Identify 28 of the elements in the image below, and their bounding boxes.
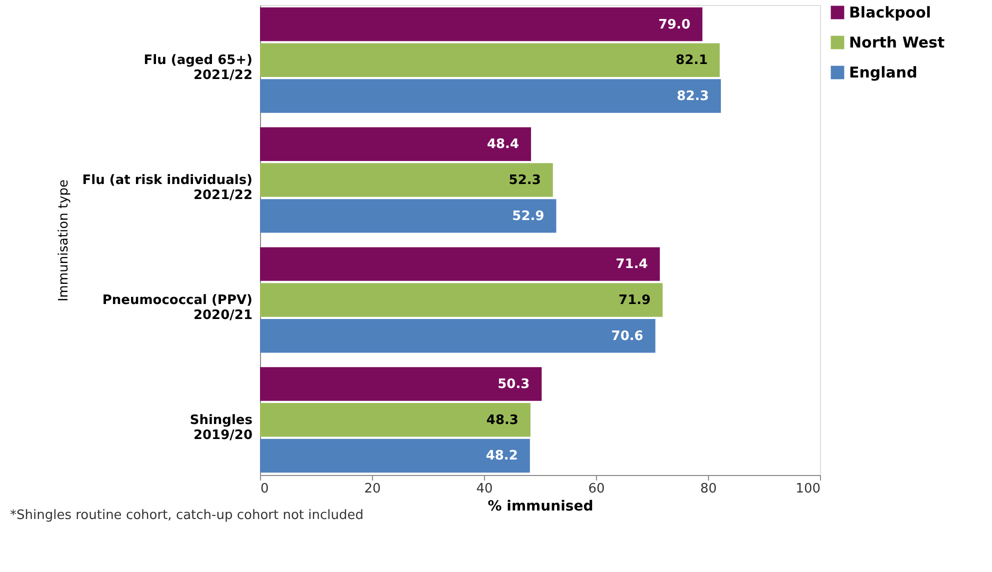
legend-label: England xyxy=(849,64,918,82)
y-tick-label: Pneumococcal (PPV) 2020/21 xyxy=(102,292,252,323)
data-label: 71.4 xyxy=(616,257,648,272)
x-tick-label: 40 xyxy=(476,482,493,496)
data-label: 52.3 xyxy=(508,173,541,188)
x-tick-label: 20 xyxy=(364,482,381,496)
x-axis-title: % immunised xyxy=(488,498,594,514)
x-tick-label: 100 xyxy=(796,482,820,496)
x-tick-label: 60 xyxy=(588,482,605,496)
data-label: 50.3 xyxy=(498,376,530,392)
data-label: 52.9 xyxy=(512,208,544,224)
data-label: 70.6 xyxy=(611,328,644,344)
text: *Shingles routine cohort, catch-up cohort not included xyxy=(10,508,364,523)
y-tick-label: Flu (aged 65+) 2021/22 xyxy=(144,53,252,84)
data-label: 82.3 xyxy=(676,89,709,104)
x-tick-label: 80 xyxy=(700,482,717,496)
y-tick-label: Flu (at risk individuals) 2021/22 xyxy=(82,173,252,204)
x-tick-label: 0 xyxy=(260,482,269,496)
legend-label: Blackpool xyxy=(849,4,932,22)
data-label: 79.0 xyxy=(658,17,690,32)
data-label: 48.2 xyxy=(486,448,518,464)
data-label: 48.3 xyxy=(486,412,518,428)
legend-label: North West xyxy=(849,34,945,52)
data-label: 48.4 xyxy=(486,137,520,152)
y-axis-title: Immunisation type xyxy=(56,179,72,302)
data-label: 82.1 xyxy=(676,53,708,68)
y-tick-label: Shingles 2019/20 xyxy=(190,412,253,443)
data-label: 71.9 xyxy=(618,292,651,308)
